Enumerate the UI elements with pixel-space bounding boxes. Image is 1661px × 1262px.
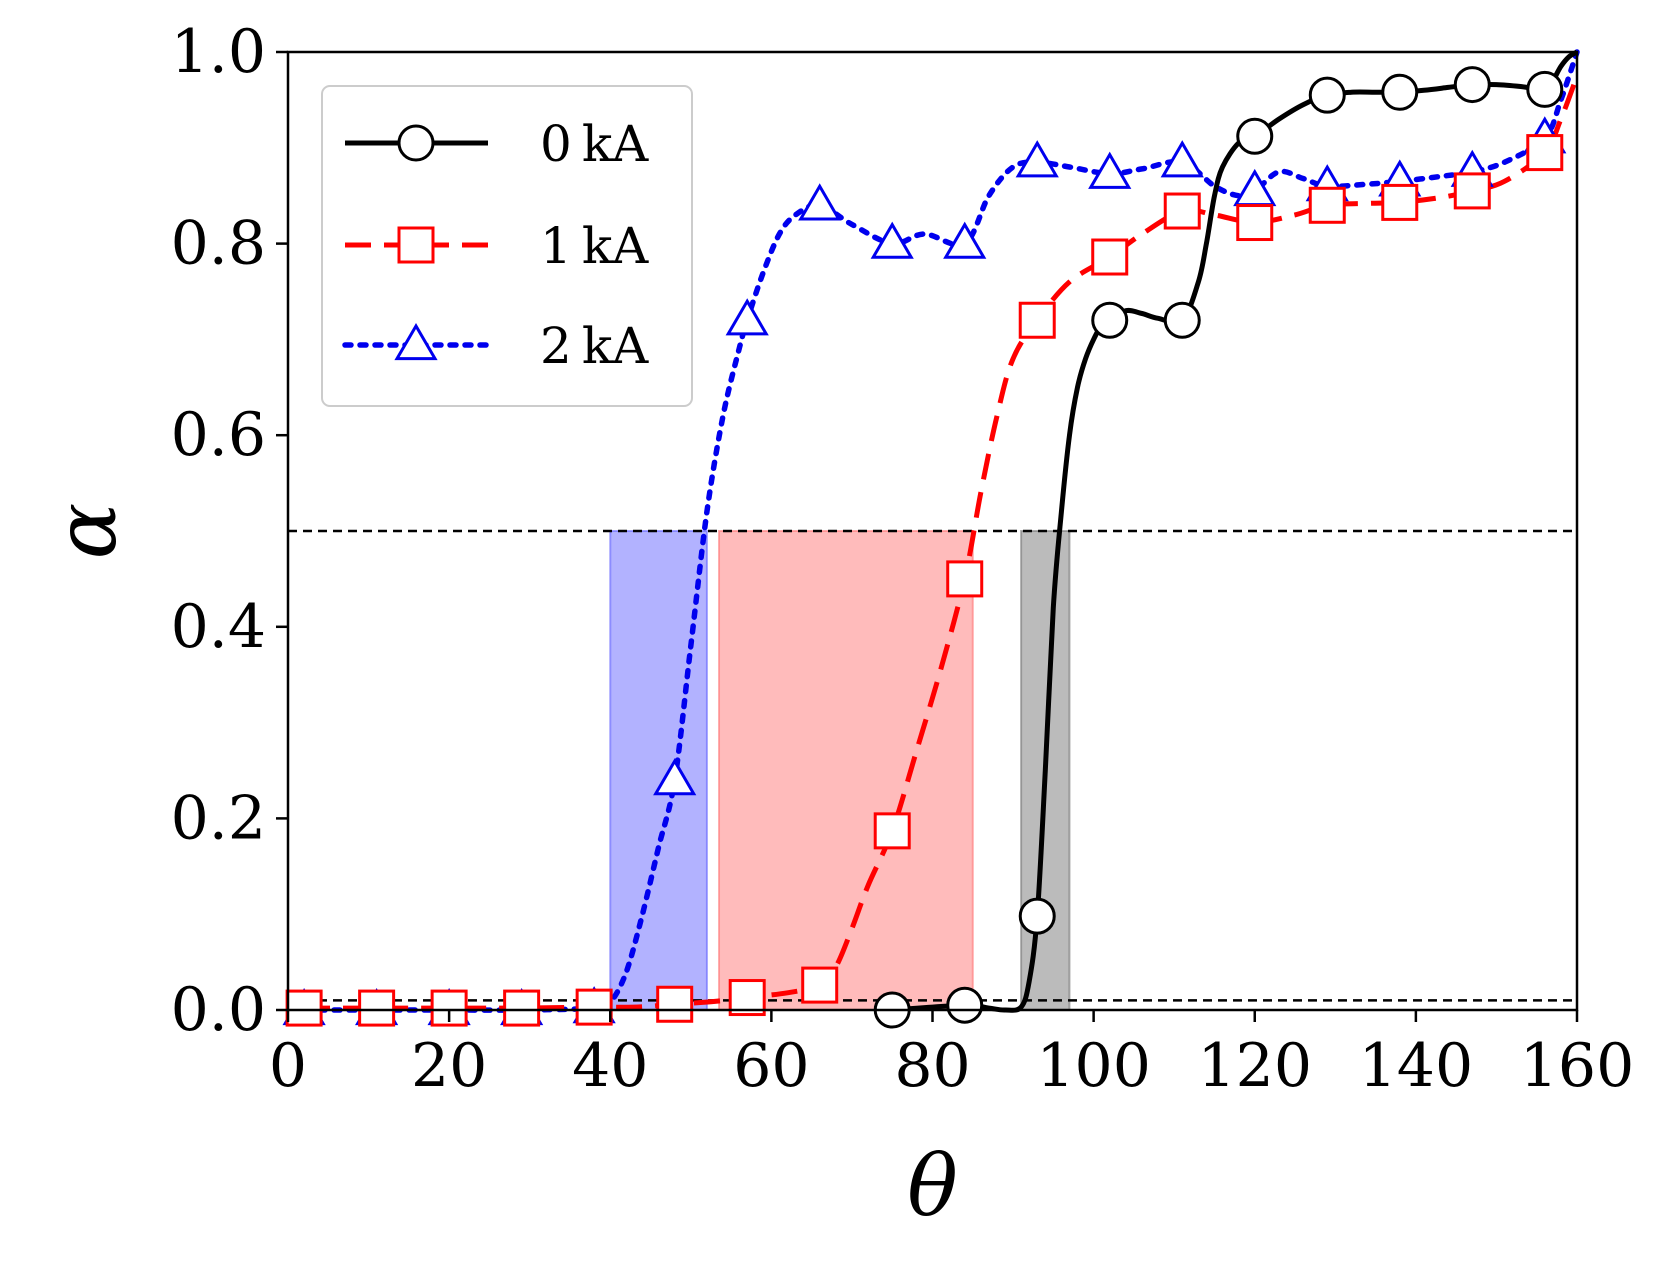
- y-axis-ticks: 0.0 0.2 0.4 0.6 0.8 1.0: [171, 17, 288, 1045]
- data-point-0-ka-7: [1381, 73, 1419, 111]
- data-point-1-ka-8: [873, 812, 911, 850]
- legend-item-0-ka: 0 kA: [345, 115, 649, 173]
- legend-marker-circle-icon: [397, 124, 435, 162]
- legend-number: 1: [540, 217, 572, 275]
- data-point-2-ka-12: [1160, 140, 1204, 178]
- data-point-1-ka-3: [503, 989, 541, 1027]
- data-point-1-ka-12: [1163, 192, 1201, 230]
- data-point-0-ka-5: [1236, 117, 1274, 155]
- data-point-0-ka-6: [1308, 76, 1346, 114]
- data-point-1-ka-11: [1091, 238, 1129, 276]
- data-point-1-ka-16: [1453, 172, 1491, 210]
- data-point-1-ka-13: [1236, 204, 1274, 242]
- y-tick-label: 0.8: [171, 209, 266, 279]
- legend-item-1-ka: 1 kA: [345, 217, 649, 275]
- legend-number: 2: [540, 317, 572, 375]
- shaded-band-2-ka: [609, 530, 708, 1011]
- plot-area: [282, 49, 1580, 1029]
- x-tick-label: 100: [1036, 1031, 1151, 1101]
- legend-label-0-ka: 0 kA: [540, 115, 649, 173]
- data-point-2-ka-7: [798, 183, 842, 221]
- x-tick-label: 60: [733, 1031, 809, 1101]
- data-point-1-ka-9: [946, 560, 984, 598]
- data-point-1-ka-14: [1308, 186, 1346, 224]
- legend: 0 kA 1 kA 2 kA: [321, 85, 693, 407]
- data-point-1-ka-7: [801, 966, 839, 1004]
- x-tick-label: 140: [1359, 1031, 1474, 1101]
- x-axis-label: θ: [907, 1137, 958, 1235]
- data-point-1-ka-0: [285, 989, 323, 1027]
- x-axis-ticks: 0 20 40 60 80 100 120 140 160: [269, 1010, 1634, 1101]
- y-tick-label: 1.0: [171, 17, 266, 87]
- x-tick-label: 160: [1520, 1031, 1635, 1101]
- data-point-0-ka-3: [1091, 301, 1129, 339]
- data-point-0-ka-9: [1526, 70, 1564, 108]
- legend-label-2-ka: 2 kA: [540, 317, 649, 375]
- data-point-2-ka-11: [1088, 151, 1132, 189]
- data-point-0-ka-2: [1018, 897, 1056, 935]
- legend-unit: kA: [582, 217, 649, 275]
- data-point-1-ka-2: [430, 989, 468, 1027]
- legend-marker-square-icon: [397, 226, 435, 264]
- x-tick-label: 80: [894, 1031, 970, 1101]
- data-point-1-ka-4: [575, 988, 613, 1026]
- data-point-2-ka-10: [1015, 140, 1059, 178]
- legend-unit: kA: [582, 115, 649, 173]
- legend-number: 0: [540, 115, 572, 173]
- legend-item-2-ka: 2 kA: [342, 317, 649, 375]
- data-point-1-ka-17: [1526, 134, 1564, 172]
- data-point-0-ka-8: [1453, 66, 1491, 104]
- data-point-2-ka-8: [870, 221, 914, 259]
- legend-label-1-ka: 1 kA: [540, 217, 649, 275]
- data-point-0-ka-4: [1163, 301, 1201, 339]
- data-point-1-ka-5: [656, 985, 694, 1023]
- data-point-1-ka-10: [1018, 301, 1056, 339]
- x-tick-label: 40: [572, 1031, 648, 1101]
- x-tick-label: 120: [1197, 1031, 1312, 1101]
- y-axis-label: α: [37, 503, 135, 560]
- reference-lines: [288, 529, 1577, 1002]
- data-point-1-ka-1: [358, 989, 396, 1027]
- data-point-1-ka-15: [1381, 183, 1419, 221]
- y-tick-label: 0.4: [171, 592, 266, 662]
- series-markers: [282, 66, 1567, 1029]
- y-tick-label: 0.2: [171, 783, 266, 853]
- data-point-2-ka-6: [725, 298, 769, 336]
- legend-marker-triangle-icon: [394, 323, 438, 361]
- x-tick-label: 0: [269, 1031, 307, 1101]
- data-point-2-ka-5: [653, 758, 697, 796]
- x-tick-label: 20: [411, 1031, 487, 1101]
- y-tick-label: 0.0: [171, 975, 266, 1045]
- legend-unit: kA: [582, 317, 649, 375]
- shaded-band-1-ka: [718, 530, 974, 1011]
- series-line-2-ka: [301, 49, 1580, 1013]
- data-point-0-ka-1: [946, 986, 984, 1024]
- y-tick-label: 0.6: [171, 400, 266, 470]
- data-point-2-ka-9: [943, 221, 987, 259]
